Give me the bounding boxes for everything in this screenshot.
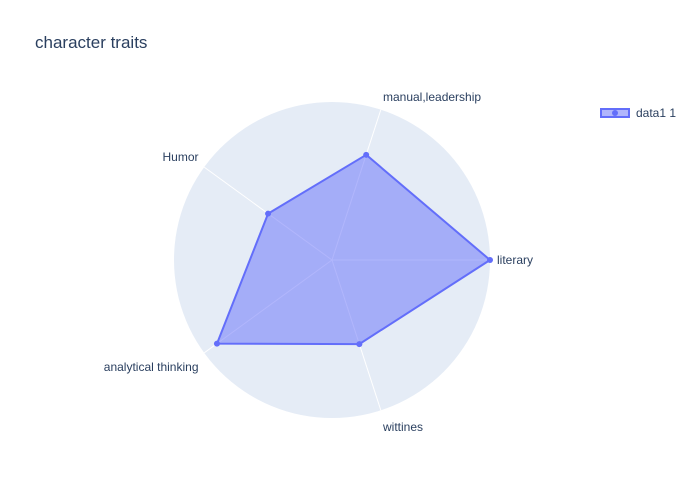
data-point <box>265 210 272 217</box>
category-label: wittines <box>382 420 423 434</box>
data-point <box>356 341 363 348</box>
legend[interactable]: data1 1 <box>600 106 676 120</box>
category-label: literary <box>497 253 533 267</box>
legend-swatch-marker <box>612 110 618 116</box>
legend-swatch <box>600 108 630 118</box>
category-label: Humor <box>162 150 198 164</box>
category-label: analytical thinking <box>104 360 199 374</box>
series-area <box>216 153 491 346</box>
data-point <box>487 257 493 263</box>
data-point <box>213 340 220 347</box>
legend-label: data1 1 <box>636 106 677 120</box>
data-point <box>363 151 370 158</box>
category-label: manual,leadership <box>383 90 481 104</box>
chart-title: character traits <box>35 33 148 52</box>
